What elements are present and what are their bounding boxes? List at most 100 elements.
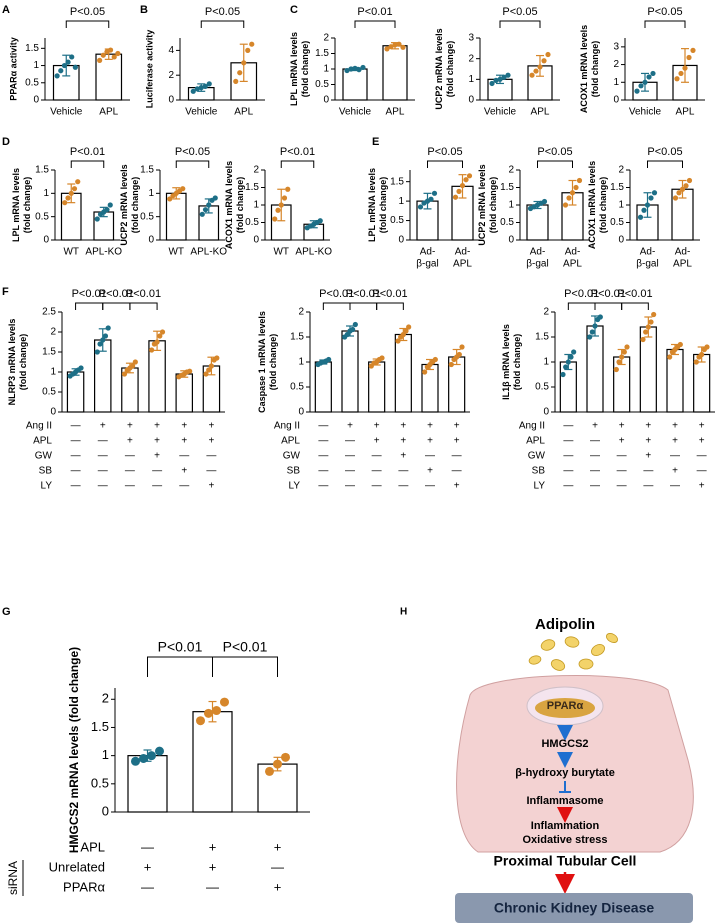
condition-sign: — <box>425 451 435 462</box>
x-tick-label: β-gal <box>636 259 658 270</box>
x-tick-label: Vehicle <box>484 107 517 118</box>
data-point <box>619 354 625 360</box>
y-tick-label: 0.5 <box>535 382 549 393</box>
significance-bracket <box>427 160 463 168</box>
disease-label: Chronic Kidney Disease <box>494 900 654 916</box>
significance-label: P<0.05 <box>205 6 240 18</box>
data-point <box>576 177 583 184</box>
y-axis-label: (fold change) <box>488 177 498 234</box>
y-tick-label: 2 <box>323 33 329 44</box>
data-point <box>456 351 462 358</box>
condition-sign: + <box>400 451 406 462</box>
data-point <box>202 83 208 89</box>
data-point <box>683 183 689 189</box>
condition-sign: — <box>563 436 573 447</box>
data-point <box>569 190 576 196</box>
significance-label: P<0.01 <box>346 288 381 300</box>
condition-sign: — <box>617 466 627 477</box>
condition-sign: — <box>71 451 81 462</box>
significance-bracket <box>102 302 131 310</box>
data-point <box>69 54 75 60</box>
condition-sign: + <box>181 436 187 447</box>
bar <box>613 356 631 413</box>
data-point <box>78 365 84 371</box>
data-point <box>155 746 164 756</box>
data-point <box>100 52 106 58</box>
condition-sign: + <box>454 436 460 447</box>
y-tick-label: 0 <box>543 407 549 418</box>
condition-label: Ang II <box>519 421 545 432</box>
significance-bracket <box>65 20 110 28</box>
cell-label: Proximal Tubular Cell <box>494 853 637 869</box>
y-tick-label: 0.5 <box>315 79 329 90</box>
condition-label: GW <box>528 451 546 462</box>
y-axis-label: LPL mRNA levels <box>289 32 299 106</box>
data-point <box>571 349 577 355</box>
data-point <box>132 359 138 365</box>
significance-bracket <box>537 160 573 168</box>
inhibition <box>559 781 571 793</box>
y-tick-label: 1 <box>508 200 514 211</box>
data-point <box>199 211 205 217</box>
data-point <box>667 354 673 360</box>
data-point <box>281 752 290 762</box>
condition-sign: — <box>318 481 328 492</box>
y-axis-label: HMGCS2 mRNA levels (fold change) <box>67 647 81 853</box>
diagram: H Adipolin PPARα HMGCS2 β-hydroxy buryta… <box>400 607 694 923</box>
data-point <box>677 341 683 348</box>
bar <box>382 45 408 101</box>
outcome-label: Inflammation <box>531 820 600 832</box>
data-point <box>65 59 71 65</box>
condition-sign: — <box>179 481 189 492</box>
condition-sign: — <box>398 481 408 492</box>
data-point <box>640 336 646 343</box>
y-tick-label: 2 <box>613 59 619 70</box>
data-point <box>456 188 462 194</box>
y-tick-label: 1 <box>102 747 109 762</box>
x-tick-label: Vehicle <box>339 107 372 118</box>
data-point <box>107 202 113 208</box>
condition-label: GW <box>35 451 53 462</box>
condition-sign: — <box>179 451 189 462</box>
significance-label: P<0.01 <box>357 6 392 18</box>
step-label: β-hydroxy burytate <box>515 767 615 779</box>
data-point <box>621 349 627 355</box>
significance-label: P<0.01 <box>372 288 407 300</box>
y-axis-label: UCP2 mRNA levels <box>119 164 129 245</box>
y-axis-label: ACOX1 mRNA levels <box>587 161 597 249</box>
data-point <box>428 196 434 202</box>
data-point <box>396 41 402 47</box>
condition-sign: — <box>98 466 108 477</box>
y-tick-label: 1 <box>543 357 549 368</box>
condition-sign: + <box>181 466 187 477</box>
panel-label: G <box>2 606 11 618</box>
y-tick-label: 0.5 <box>245 217 259 228</box>
data-point <box>104 207 110 213</box>
panel-label: D <box>2 136 10 148</box>
outcome-label: Oxidative stress <box>523 834 608 846</box>
y-tick-label: 1 <box>148 188 154 199</box>
x-tick-label: Ad- <box>640 247 656 258</box>
significance-label: P<0.05 <box>647 6 682 18</box>
data-point <box>406 324 412 330</box>
y-tick-label: 1.5 <box>535 332 549 343</box>
data-point <box>180 186 186 192</box>
significance-bracket <box>594 302 623 310</box>
data-point <box>344 67 350 74</box>
receptor-shape <box>535 698 595 718</box>
y-axis-label: Caspase 1 mRNA levels <box>257 311 267 413</box>
data-point <box>272 216 278 222</box>
y-tick-label: 1.5 <box>42 347 56 358</box>
data-point <box>190 88 196 94</box>
data-point <box>139 753 148 763</box>
condition-sign: — <box>590 481 600 492</box>
significance-label: P<0.05 <box>502 6 537 18</box>
condition-sign: — <box>372 451 382 462</box>
y-axis-label: UCP2 mRNA levels <box>477 164 487 245</box>
data-point <box>202 207 209 213</box>
data-point <box>686 177 693 184</box>
data-point <box>403 328 409 334</box>
data-point <box>275 207 281 213</box>
data-point <box>352 321 358 328</box>
